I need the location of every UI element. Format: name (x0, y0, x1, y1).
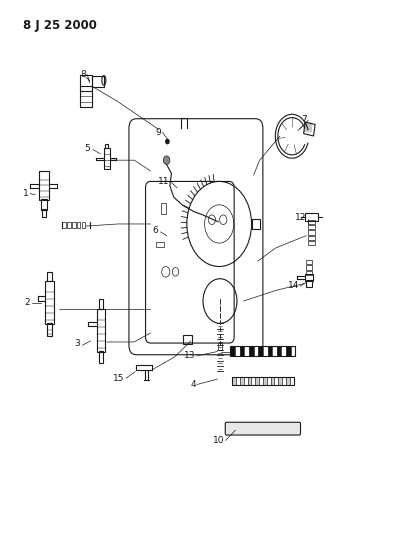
Bar (253, 346, 258, 356)
Bar (81, 222, 85, 228)
Bar (271, 346, 276, 356)
Bar (156, 242, 163, 247)
Bar (105, 144, 108, 148)
Bar (247, 377, 251, 384)
Bar (305, 260, 311, 264)
Bar (47, 272, 51, 281)
Text: 3: 3 (75, 339, 80, 348)
Text: 11: 11 (158, 177, 169, 186)
Bar (251, 377, 255, 384)
Bar (182, 335, 191, 344)
Bar (244, 346, 248, 356)
Text: 4: 4 (190, 380, 195, 389)
Bar (92, 76, 104, 87)
Bar (266, 377, 270, 384)
Text: 13: 13 (184, 351, 195, 360)
Bar (239, 346, 244, 356)
Text: 14: 14 (287, 280, 298, 289)
Bar (243, 377, 247, 384)
Circle shape (163, 156, 169, 165)
Text: 6: 6 (152, 227, 158, 236)
Bar (160, 203, 166, 214)
FancyBboxPatch shape (225, 422, 300, 435)
Text: 10: 10 (212, 437, 224, 446)
Bar (262, 377, 266, 384)
Bar (232, 377, 293, 384)
Bar (67, 222, 70, 228)
Bar (98, 300, 103, 309)
Bar (230, 346, 295, 356)
Bar (258, 377, 262, 384)
Bar (104, 148, 109, 169)
Bar (72, 222, 75, 228)
Text: 9: 9 (155, 127, 160, 136)
Bar (47, 324, 51, 336)
Bar (290, 346, 295, 356)
Bar (234, 346, 239, 356)
Bar (258, 346, 262, 356)
Bar (45, 281, 53, 324)
Circle shape (165, 140, 168, 144)
Bar (303, 122, 314, 136)
Bar (239, 377, 243, 384)
Bar (79, 86, 92, 107)
Bar (79, 75, 92, 91)
Bar (230, 346, 234, 356)
Bar (286, 346, 290, 356)
Text: 12: 12 (294, 213, 306, 222)
Bar (274, 377, 277, 384)
Bar (307, 236, 314, 240)
Bar (38, 171, 49, 200)
Bar (285, 377, 289, 384)
Bar (305, 280, 311, 287)
Text: 5: 5 (85, 144, 90, 153)
Text: 1: 1 (22, 189, 28, 198)
Text: 7: 7 (300, 115, 306, 124)
Bar (307, 225, 314, 229)
Bar (307, 241, 314, 245)
Text: 15: 15 (112, 374, 124, 383)
Bar (267, 346, 271, 356)
Bar (304, 274, 312, 281)
Bar (251, 219, 260, 229)
Bar (218, 343, 221, 351)
Bar (232, 377, 235, 384)
Bar (289, 377, 293, 384)
Bar (42, 208, 46, 217)
Bar (98, 351, 103, 364)
Bar (277, 377, 281, 384)
Bar (305, 213, 317, 221)
Bar (281, 377, 285, 384)
Text: 8 J 25 2000: 8 J 25 2000 (23, 19, 96, 33)
Bar (248, 346, 253, 356)
Bar (77, 222, 80, 228)
Bar (281, 346, 286, 356)
Bar (305, 265, 311, 270)
Bar (41, 199, 47, 209)
Bar (62, 222, 66, 228)
Bar (262, 346, 267, 356)
Text: 8: 8 (80, 70, 85, 78)
Bar (270, 377, 274, 384)
Text: 2: 2 (24, 298, 30, 307)
Bar (255, 377, 258, 384)
Bar (305, 271, 311, 275)
Bar (307, 230, 314, 235)
Bar (276, 346, 281, 356)
Bar (96, 309, 105, 352)
Bar (235, 377, 239, 384)
Bar (307, 220, 314, 224)
